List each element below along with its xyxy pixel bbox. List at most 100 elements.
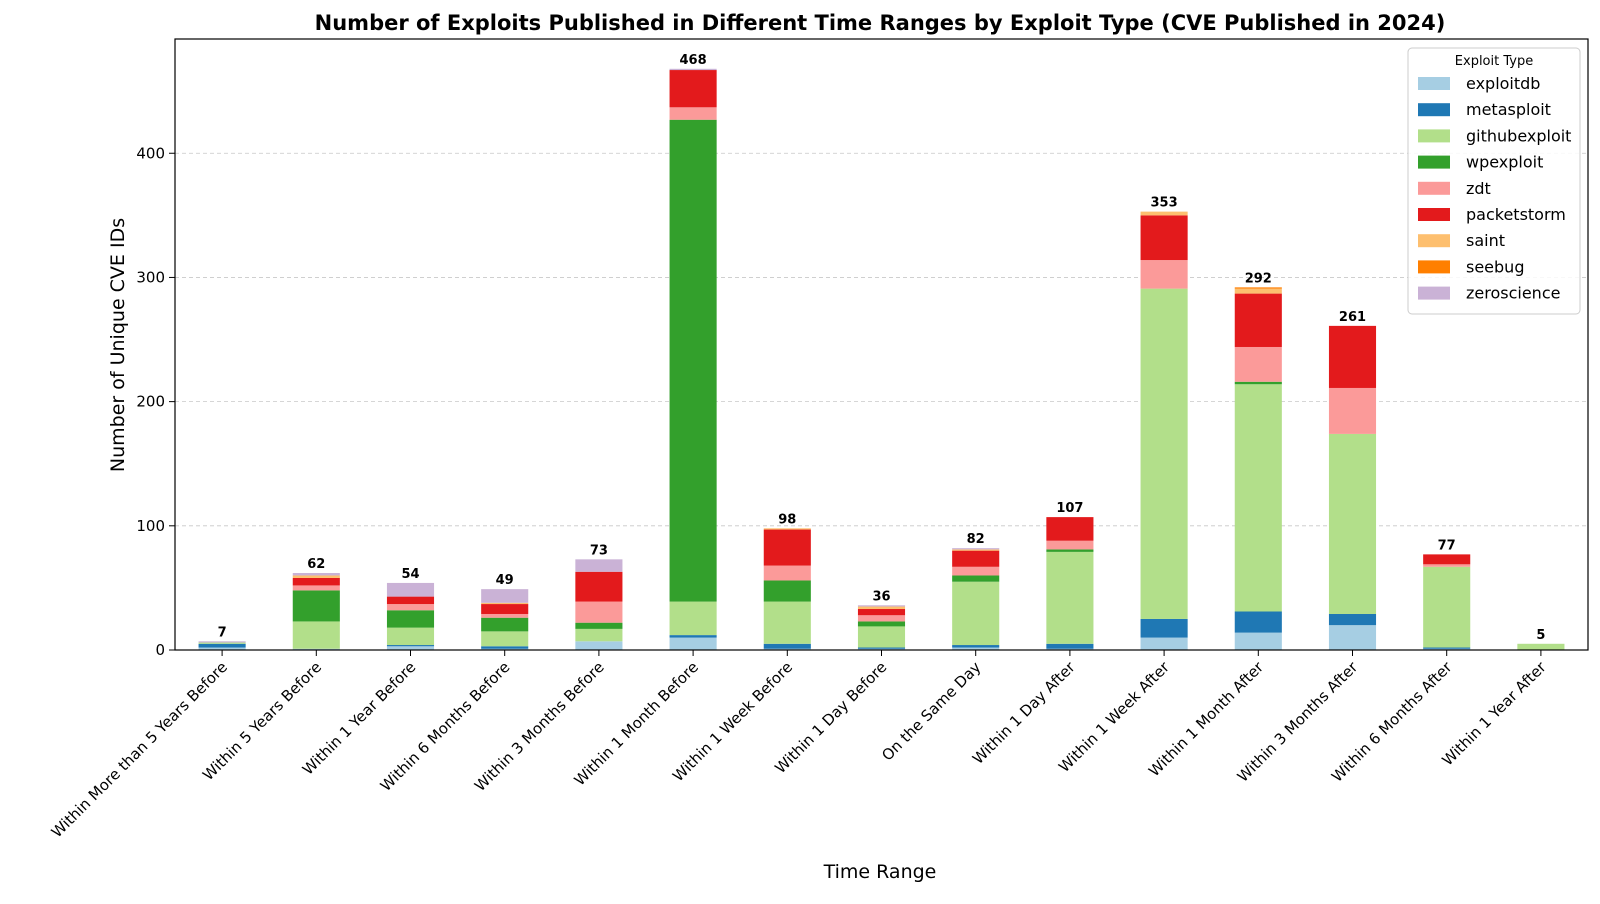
bar-segment-packetstorm (575, 571, 623, 602)
y-tick-label: 400 (136, 144, 165, 162)
bar-total-label: 82 (967, 532, 985, 547)
y-tick-label: 100 (136, 517, 165, 535)
bar-segment-metasploit (1423, 647, 1471, 649)
bar-segment-packetstorm (1046, 517, 1094, 541)
legend-frame (1407, 47, 1581, 315)
bar-total-label: 98 (778, 512, 796, 527)
bar-segment-zdt (669, 107, 717, 120)
bar-segment-githubexploit (1140, 288, 1188, 619)
bar-segment-githubexploit (1046, 551, 1094, 644)
bar-segment-exploitdb (952, 647, 1000, 650)
y-axis: 0 100 200 300 400 (136, 144, 175, 659)
bar-total-label: 261 (1339, 310, 1366, 325)
bar-segment-metasploit (386, 645, 435, 647)
bar-segment-zdt (952, 566, 1000, 576)
legend-label-zeroscience: zeroscience (1466, 284, 1560, 303)
bar-segment-saint (952, 549, 1000, 551)
bar-stack (481, 589, 529, 650)
legend-label-seebug: seebug (1466, 257, 1524, 276)
total-labels-layer: 7 62 54 49 73 468 98 36 82 107 353 292 261 77 5 (218, 53, 1546, 643)
bar-total-label: 73 (590, 543, 608, 558)
bar-segment-zeroscience (198, 641, 246, 643)
legend-label-githubexploit: githubexploit (1466, 126, 1571, 145)
bar-segment-saint (1140, 211, 1188, 216)
bar-stack (1517, 643, 1565, 650)
bar-segment-metasploit (1328, 613, 1377, 626)
bar-segment-exploitdb (1140, 637, 1188, 650)
bar-segment-zeroscience (669, 68, 717, 71)
bar-total-label: 5 (1536, 628, 1545, 643)
bar-segment-packetstorm (763, 529, 811, 566)
bar-segment-packetstorm (857, 609, 906, 616)
bar-stack (386, 582, 435, 650)
bar-segment-zdt (1423, 564, 1471, 567)
bar-segment-saint (763, 528, 811, 530)
bar-segment-exploitdb (292, 648, 340, 650)
bar-segment-metasploit (669, 635, 717, 638)
bar-total-label: 468 (680, 53, 707, 68)
bar-segment-githubexploit (1517, 643, 1565, 650)
legend-title: Exploit Type (1455, 54, 1533, 69)
bar-stack (763, 528, 811, 650)
bar-segment-wpexploit (481, 617, 529, 632)
bar-segment-exploitdb (575, 641, 623, 650)
bar-segment-exploitdb (198, 647, 246, 650)
bar-segment-zdt (1328, 387, 1377, 434)
bar-segment-exploitdb (1046, 648, 1094, 650)
legend-swatch-githubexploit (1418, 129, 1450, 143)
legend-label-packetstorm: packetstorm (1466, 205, 1566, 224)
bar-total-label: 36 (872, 589, 890, 604)
bar-segment-zdt (386, 604, 435, 611)
bar-segment-packetstorm (1328, 325, 1377, 388)
bar-stack (1328, 325, 1377, 650)
bar-stack (198, 641, 246, 650)
x-tick-label: Within 1 Day After (969, 658, 1079, 768)
bar-segment-packetstorm (1423, 554, 1471, 565)
legend-swatch-exploitdb (1418, 77, 1450, 90)
bar-segment-githubexploit (198, 642, 246, 644)
bar-total-label: 77 (1438, 538, 1456, 553)
bar-segment-zeroscience (386, 582, 435, 597)
grid-lines (175, 152, 1588, 527)
legend-label-wpexploit: wpexploit (1466, 153, 1543, 172)
bar-segment-wpexploit (292, 590, 340, 622)
bar-segment-wpexploit (575, 622, 623, 629)
legend-swatch-zeroscience (1418, 286, 1450, 300)
bar-stack (1140, 211, 1188, 650)
bar-segment-metasploit (1046, 643, 1094, 649)
legend-items: exploitdb metasploit githubexploit wpexploi… (1418, 74, 1571, 303)
bar-segment-githubexploit (1328, 433, 1377, 614)
bar-segment-exploitdb (669, 637, 717, 650)
bar-stack (292, 573, 340, 650)
bar-segment-githubexploit (481, 631, 529, 647)
bar-segment-zeroscience (857, 605, 906, 607)
bar-segment-githubexploit (1423, 566, 1471, 648)
bar-segment-zdt (1140, 260, 1188, 289)
bar-segment-githubexploit (292, 621, 340, 649)
bar-segment-metasploit (763, 643, 811, 649)
bar-segment-saint (857, 606, 906, 610)
legend-swatch-wpexploit (1418, 155, 1450, 169)
legend-swatch-saint (1418, 234, 1450, 248)
bar-segment-exploitdb (763, 648, 811, 650)
legend-label-saint: saint (1466, 231, 1505, 250)
bar-segment-githubexploit (386, 627, 435, 646)
bar-segment-saint (481, 602, 529, 605)
bar-segment-packetstorm (292, 577, 340, 586)
bar-segment-metasploit (481, 646, 529, 649)
bar-segment-wpexploit (1234, 381, 1282, 385)
bar-total-label: 62 (307, 557, 325, 572)
x-tick-label: Within More than 5 Years Before (48, 658, 231, 841)
bar-segment-packetstorm (1234, 293, 1282, 347)
legend-swatch-metasploit (1418, 103, 1450, 117)
bar-segment-zdt (1234, 346, 1282, 382)
bar-segment-zdt (857, 615, 906, 622)
bar-total-label: 54 (401, 567, 419, 582)
bar-stack (952, 548, 1000, 650)
bar-segment-zdt (481, 613, 529, 618)
bar-total-label: 292 (1245, 271, 1272, 286)
bar-segment-saint (1234, 288, 1282, 294)
bar-segment-metasploit (952, 645, 1000, 648)
bar-segment-zdt (1046, 540, 1094, 550)
